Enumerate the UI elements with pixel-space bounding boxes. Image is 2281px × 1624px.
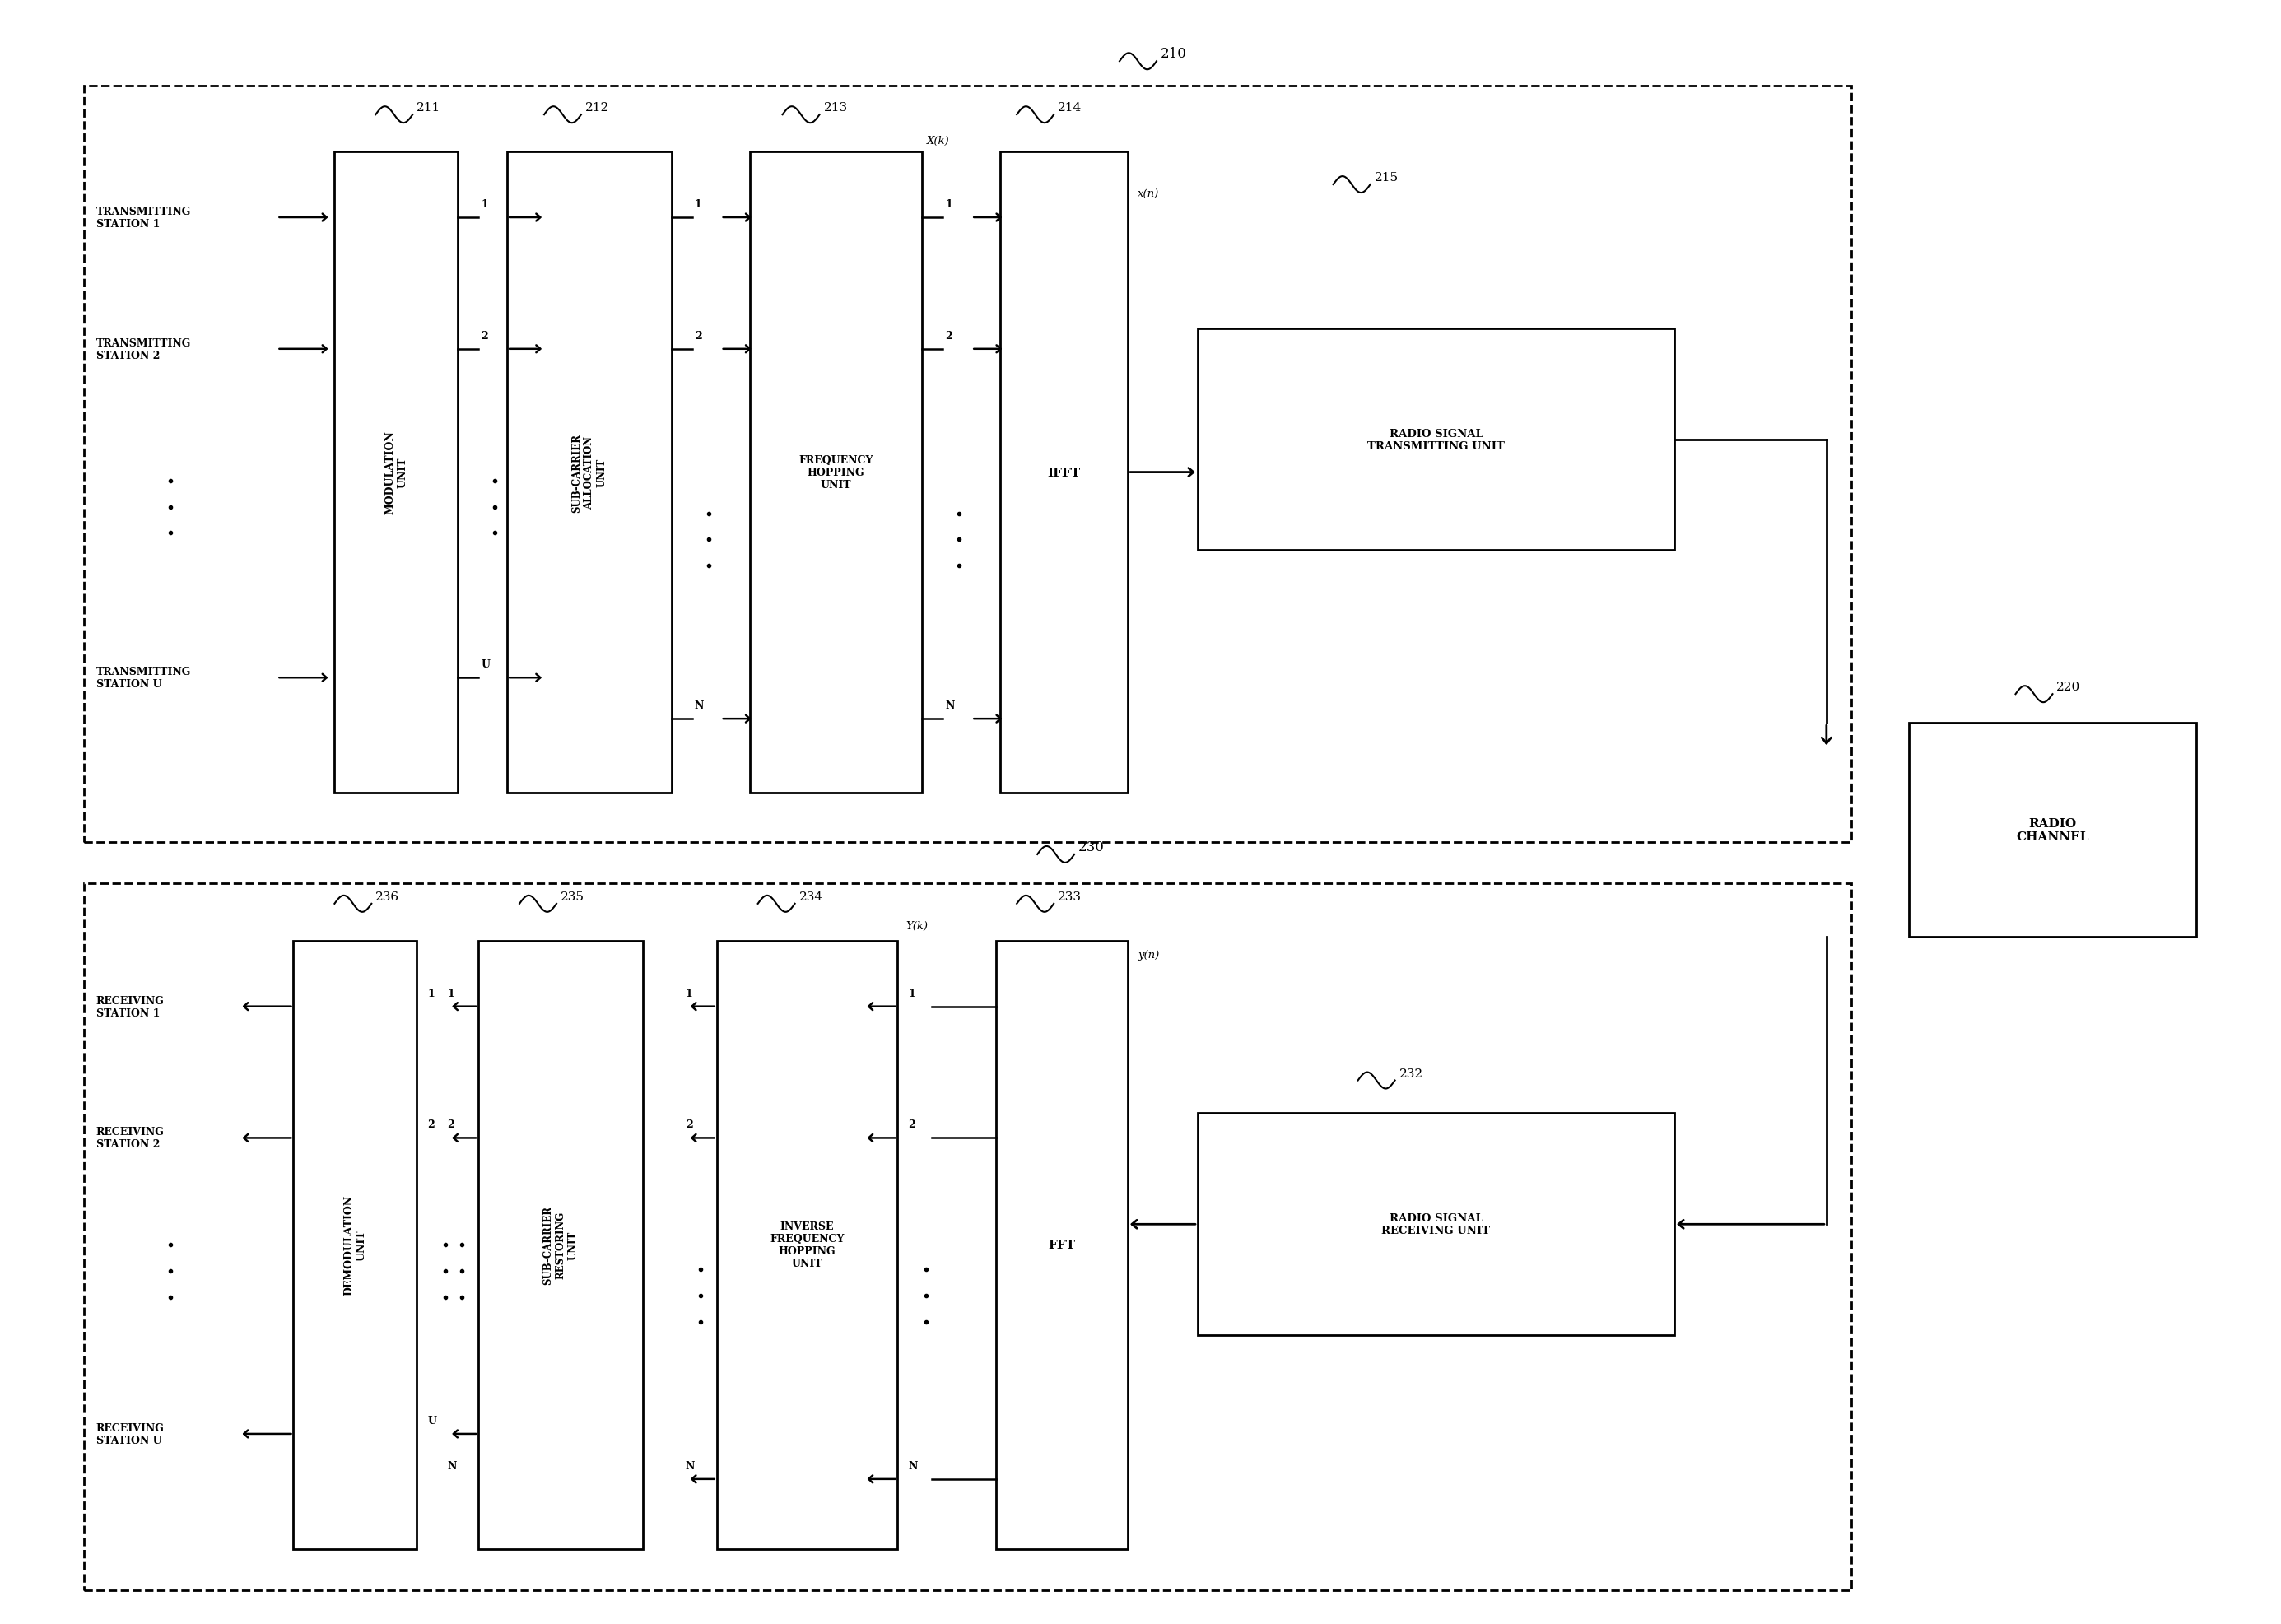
Text: N: N xyxy=(908,1460,917,1471)
Text: RADIO
CHANNEL: RADIO CHANNEL xyxy=(2016,817,2089,843)
Text: 212: 212 xyxy=(586,102,609,114)
Text: 1: 1 xyxy=(693,200,703,209)
Text: 236: 236 xyxy=(376,892,399,903)
Text: 2: 2 xyxy=(447,1119,454,1130)
Text: RECEIVING
STATION 1: RECEIVING STATION 1 xyxy=(96,996,164,1018)
Bar xyxy=(1001,153,1127,793)
Bar xyxy=(716,940,899,1549)
Text: 235: 235 xyxy=(561,892,584,903)
Text: SUB-CARRIER
RESTORING
UNIT: SUB-CARRIER RESTORING UNIT xyxy=(543,1205,579,1285)
Bar xyxy=(506,153,671,793)
Text: RADIO SIGNAL
RECEIVING UNIT: RADIO SIGNAL RECEIVING UNIT xyxy=(1382,1213,1489,1236)
Text: y(n): y(n) xyxy=(1138,948,1159,960)
Text: 1: 1 xyxy=(687,987,693,999)
Bar xyxy=(1198,1114,1674,1335)
Text: MODULATION
UNIT: MODULATION UNIT xyxy=(385,430,408,515)
Text: 211: 211 xyxy=(417,102,440,114)
Text: IFFT: IFFT xyxy=(1047,468,1081,479)
Text: N: N xyxy=(447,1460,456,1471)
Text: 2: 2 xyxy=(427,1119,436,1130)
Text: 2: 2 xyxy=(481,331,488,341)
Text: RECEIVING
STATION U: RECEIVING STATION U xyxy=(96,1423,164,1445)
Bar xyxy=(1198,330,1674,551)
Bar xyxy=(1909,723,2197,937)
Text: TRANSMITTING
STATION 2: TRANSMITTING STATION 2 xyxy=(96,338,192,361)
Text: DEMODULATION
UNIT: DEMODULATION UNIT xyxy=(344,1195,367,1296)
Text: 2: 2 xyxy=(908,1119,915,1130)
Text: INVERSE
FREQUENCY
HOPPING
UNIT: INVERSE FREQUENCY HOPPING UNIT xyxy=(771,1221,844,1268)
Text: RECEIVING
STATION 2: RECEIVING STATION 2 xyxy=(96,1127,164,1150)
Text: 1: 1 xyxy=(481,200,488,209)
Text: FFT: FFT xyxy=(1049,1239,1077,1250)
Text: 2: 2 xyxy=(944,331,953,341)
Bar xyxy=(750,153,922,793)
Text: FREQUENCY
HOPPING
UNIT: FREQUENCY HOPPING UNIT xyxy=(798,455,874,490)
Text: 1: 1 xyxy=(447,987,454,999)
Text: 232: 232 xyxy=(1398,1067,1423,1078)
Text: RADIO SIGNAL
TRANSMITTING UNIT: RADIO SIGNAL TRANSMITTING UNIT xyxy=(1366,429,1505,451)
Bar xyxy=(997,940,1127,1549)
Text: 215: 215 xyxy=(1375,172,1398,184)
Text: 2: 2 xyxy=(693,331,703,341)
Bar xyxy=(84,883,1852,1590)
Text: U: U xyxy=(481,659,490,669)
Text: X(k): X(k) xyxy=(926,136,949,146)
Text: 210: 210 xyxy=(1161,47,1186,62)
Bar xyxy=(335,153,458,793)
Text: 220: 220 xyxy=(2057,682,2080,693)
Text: SUB-CARRIER
ALLOCATION
UNIT: SUB-CARRIER ALLOCATION UNIT xyxy=(573,434,607,512)
Text: 1: 1 xyxy=(427,987,436,999)
Text: 1: 1 xyxy=(908,987,915,999)
Text: 1: 1 xyxy=(944,200,953,209)
Bar xyxy=(294,940,417,1549)
Text: 234: 234 xyxy=(798,892,823,903)
Text: TRANSMITTING
STATION 1: TRANSMITTING STATION 1 xyxy=(96,206,192,229)
Text: x(n): x(n) xyxy=(1138,190,1159,200)
Text: Y(k): Y(k) xyxy=(906,921,928,931)
Text: U: U xyxy=(427,1415,436,1426)
Text: N: N xyxy=(693,700,705,711)
Text: 233: 233 xyxy=(1058,892,1081,903)
Text: N: N xyxy=(687,1460,696,1471)
Text: N: N xyxy=(944,700,956,711)
Text: 214: 214 xyxy=(1058,102,1081,114)
Text: 2: 2 xyxy=(687,1119,693,1130)
Text: 230: 230 xyxy=(1079,840,1104,854)
Bar xyxy=(84,86,1852,843)
Text: TRANSMITTING
STATION U: TRANSMITTING STATION U xyxy=(96,666,192,690)
Text: 213: 213 xyxy=(823,102,849,114)
Bar xyxy=(479,940,643,1549)
